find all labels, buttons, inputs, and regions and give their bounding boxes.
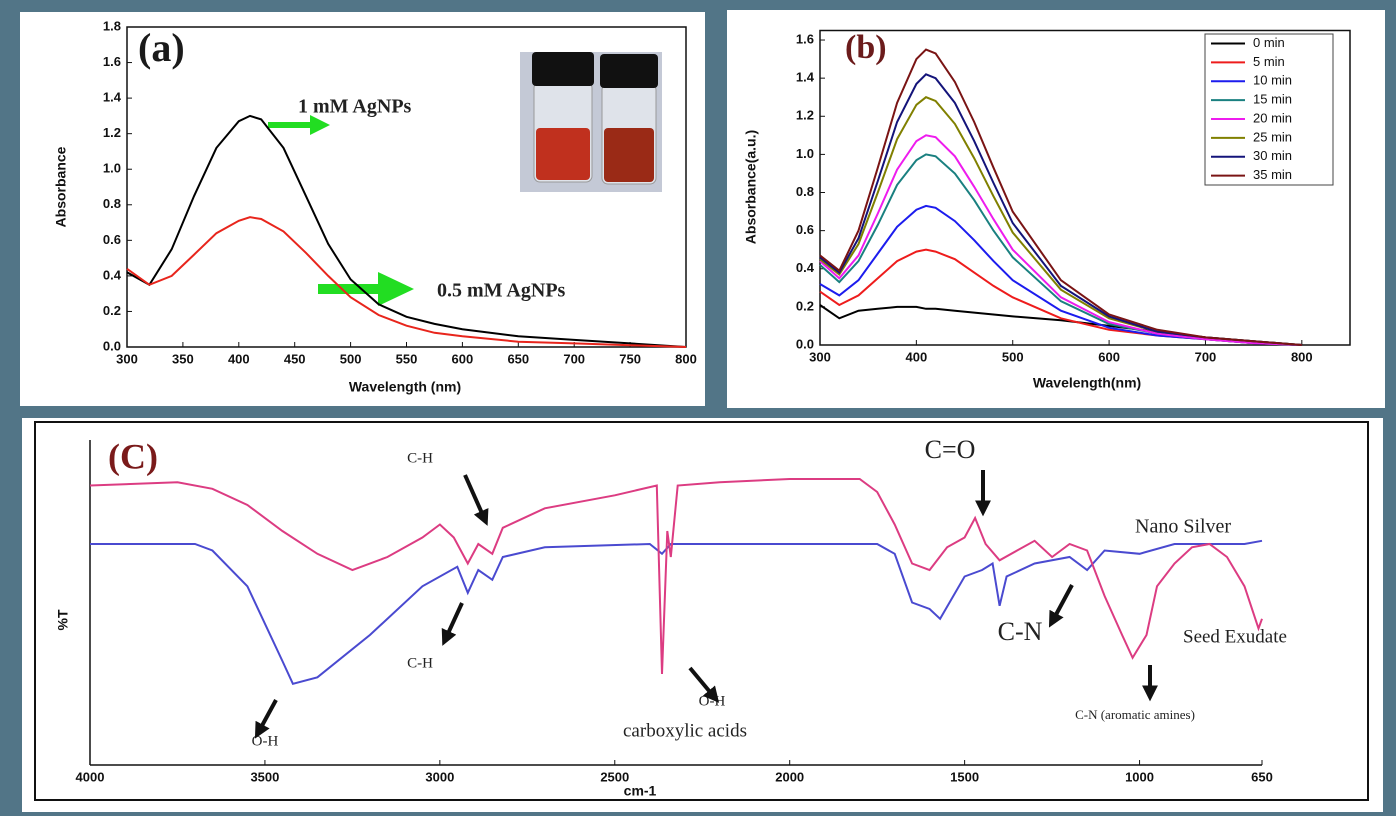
chart-title: (a): [138, 25, 185, 70]
x-tick-label: 650: [507, 351, 529, 366]
x-tick-label: 3500: [250, 769, 279, 784]
y-tick-label: 0.0: [103, 338, 121, 353]
annotation: C-H: [407, 450, 433, 466]
x-tick-label: 600: [452, 351, 474, 366]
y-tick-label: 1.0: [796, 146, 814, 161]
legend-label: 35 min: [1253, 167, 1292, 182]
series-label: 0.5 mM AgNPs: [437, 280, 566, 302]
y-tick-label: 0.8: [103, 196, 121, 211]
legend-label: 20 min: [1253, 110, 1292, 125]
series-label: 1 mM AgNPs: [298, 96, 412, 118]
chart-title: (b): [845, 29, 887, 66]
y-tick-label: 0.6: [796, 222, 814, 237]
x-tick-label: 550: [396, 351, 418, 366]
x-tick-label: 700: [563, 351, 585, 366]
x-tick-label: 450: [284, 351, 306, 366]
annotation: C-N (aromatic amines): [1075, 707, 1195, 722]
annotation: carboxylic acids: [623, 720, 747, 741]
x-tick-label: 700: [1195, 349, 1217, 364]
annotation: C=O: [925, 435, 976, 464]
panel-c: [22, 418, 1383, 812]
legend-label: 10 min: [1253, 73, 1292, 88]
x-tick-label: 800: [675, 351, 697, 366]
y-tick-label: 0.4: [796, 260, 815, 275]
legend-label: 0 min: [1253, 35, 1285, 50]
y-tick-label: 1.2: [796, 108, 814, 123]
y-tick-label: 0.2: [796, 298, 814, 313]
series-label: Seed Exudate: [1183, 626, 1287, 647]
y-tick-label: 1.8: [103, 18, 121, 33]
annotation: C-H: [407, 655, 433, 671]
x-tick-label: 600: [1098, 349, 1120, 364]
y-tick-label: 0.4: [103, 267, 122, 282]
inset-photo: [520, 52, 662, 192]
series-label: Nano Silver: [1135, 516, 1231, 538]
x-axis-label: cm-1: [624, 783, 657, 799]
x-tick-label: 2000: [775, 769, 804, 784]
y-tick-label: 0.0: [796, 336, 814, 351]
y-axis-label: %T: [55, 609, 71, 630]
x-tick-label: 400: [228, 351, 250, 366]
y-tick-label: 1.6: [796, 31, 814, 46]
legend-label: 25 min: [1253, 129, 1292, 144]
y-tick-label: 0.2: [103, 303, 121, 318]
annotation: C-N: [998, 617, 1043, 646]
x-tick-label: 650: [1251, 769, 1273, 784]
y-tick-label: 1.0: [103, 161, 121, 176]
x-tick-label: 300: [809, 349, 831, 364]
y-axis-label: Absorbance: [53, 146, 69, 227]
x-tick-label: 3000: [425, 769, 454, 784]
x-tick-label: 4000: [76, 769, 105, 784]
x-tick-label: 1500: [950, 769, 979, 784]
y-tick-label: 1.4: [796, 70, 815, 85]
x-tick-label: 500: [340, 351, 362, 366]
x-tick-label: 800: [1291, 349, 1313, 364]
legend-label: 30 min: [1253, 148, 1292, 163]
y-tick-label: 1.6: [103, 54, 121, 69]
x-axis-label: Wavelength(nm): [1033, 375, 1141, 391]
chart-title: (C): [108, 436, 158, 476]
x-tick-label: 750: [619, 351, 641, 366]
figure: 300 350 400 450 500 550 600 650 700 750 800 0.0 0.2 0…: [0, 0, 1396, 816]
annotation: O-H: [252, 733, 279, 749]
x-tick-label: 500: [1002, 349, 1024, 364]
legend-label: 5 min: [1253, 54, 1285, 69]
x-tick-label: 1000: [1125, 769, 1154, 784]
y-tick-label: 0.8: [796, 184, 814, 199]
y-tick-label: 1.2: [103, 125, 121, 140]
x-tick-label: 400: [906, 349, 928, 364]
legend-label: 15 min: [1253, 92, 1292, 107]
x-axis-label: Wavelength (nm): [349, 379, 461, 395]
y-tick-label: 1.4: [103, 90, 122, 105]
y-axis-label: Absorbance(a.u.): [743, 130, 759, 244]
x-tick-label: 300: [116, 351, 138, 366]
y-tick-label: 0.6: [103, 232, 121, 247]
x-tick-label: 350: [172, 351, 194, 366]
page: {"chart_data": [ {"type": "line", "title…: [0, 0, 1396, 816]
